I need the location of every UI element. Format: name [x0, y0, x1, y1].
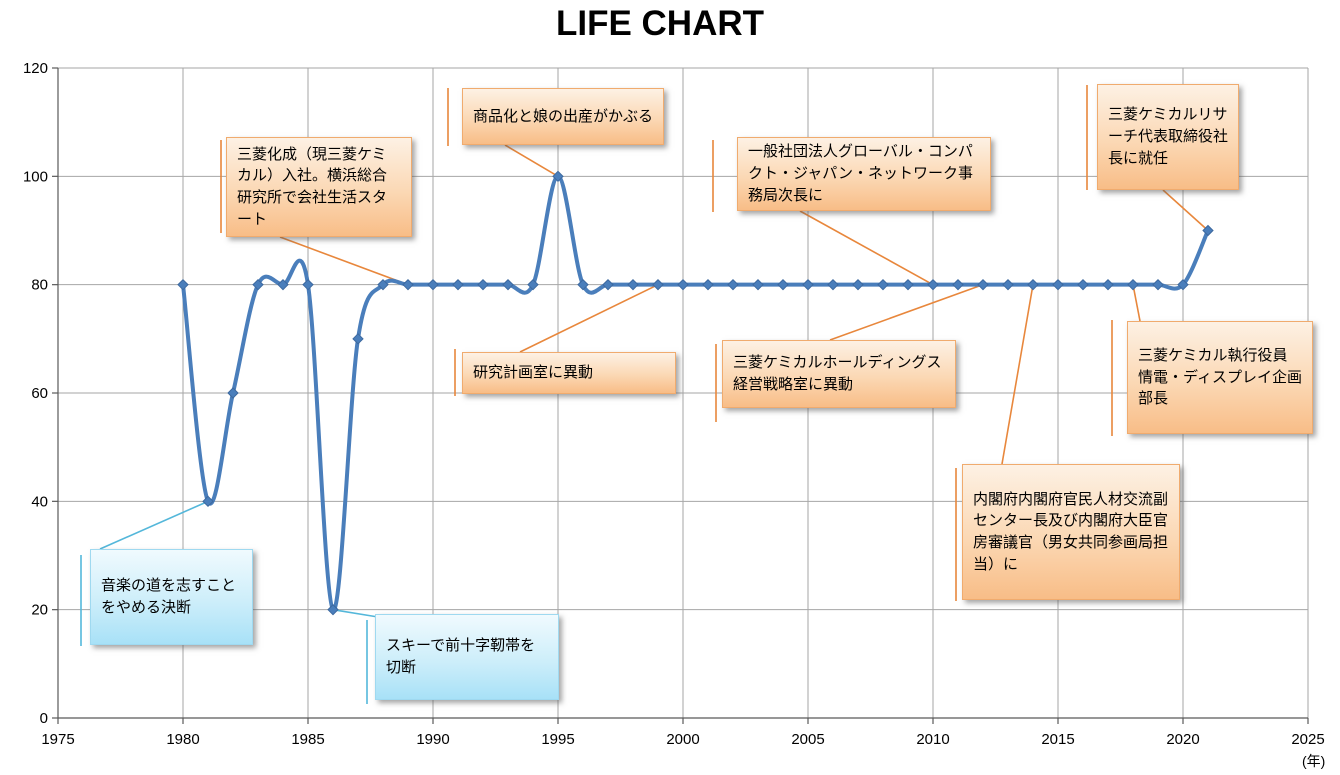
data-point-marker — [702, 278, 714, 291]
data-point-marker — [602, 278, 614, 291]
data-point-marker — [1052, 278, 1064, 291]
annotation-leader-line — [519, 283, 659, 353]
data-point-marker — [327, 603, 339, 616]
annotation-mchd-strategy-transfer: 三菱ケミカルホールディングス 経営戦略室に異動 — [722, 340, 957, 408]
data-point-marker — [627, 278, 639, 291]
x-tick-label: 1990 — [416, 731, 449, 748]
x-tick-label: 2015 — [1041, 731, 1074, 748]
data-point-marker — [402, 278, 414, 291]
x-tick-label: 2025 — [1291, 731, 1324, 748]
y-tick-label: 0 — [40, 710, 48, 727]
data-point-marker — [1202, 224, 1214, 237]
x-tick-label: 2005 — [791, 731, 824, 748]
data-point-marker — [877, 278, 889, 291]
data-point-marker — [1027, 278, 1039, 291]
x-axis-unit-label: (年) — [1302, 753, 1326, 769]
annotation-ski-acl-injury: スキーで前十字靭帯を切断 — [375, 614, 559, 700]
data-point-marker — [977, 278, 989, 291]
data-point-marker — [1152, 278, 1164, 291]
annotation-quit-music-path: 音楽の道を志すことをやめる決断 — [90, 549, 253, 645]
annotation-text: 商品化と娘の出産がかぶる — [473, 107, 654, 125]
data-point-marker — [277, 278, 289, 291]
data-point-marker — [1127, 278, 1139, 291]
data-point-marker — [827, 278, 839, 291]
annotation-text: 研究計画室に異動 — [473, 364, 594, 382]
data-point-marker — [477, 278, 489, 291]
data-point-marker — [452, 278, 464, 291]
data-point-marker — [527, 278, 539, 291]
annotation-leader-line — [1001, 284, 1034, 465]
data-point-marker — [727, 278, 739, 291]
data-point-marker — [352, 333, 364, 345]
data-point-marker — [677, 278, 689, 291]
annotation-global-compact-japan: 一般社団法人グローバル・コンパクト・ジャパン・ネットワーク事務局次長に — [737, 137, 991, 211]
y-tick-label: 20 — [31, 602, 48, 619]
data-point-marker — [902, 278, 914, 291]
x-tick-label: 1975 — [41, 731, 74, 748]
annotation-cabinet-office-appointment: 内閣府内閣府官民人材交流副センター長及び内閣府大臣官房審議官（男女共同参画局担当… — [962, 464, 1180, 600]
annotation-leader-line — [1162, 189, 1209, 232]
y-tick-label: 120 — [23, 60, 48, 77]
annotation-leader-line — [504, 144, 559, 178]
annotation-text: スキーで前十字靭帯を切断 — [386, 637, 536, 676]
annotation-text: 音楽の道を志すことをやめる決断 — [101, 577, 237, 616]
annotation-leader-line — [1132, 284, 1141, 322]
chart-title: LIFE CHART — [555, 4, 765, 43]
data-point-marker — [927, 278, 939, 291]
x-tick-label: 1980 — [166, 731, 199, 748]
data-point-marker — [502, 278, 514, 291]
annotation-mitsubishi-kasei-join: 三菱化成（現三菱ケミカル）入社。横浜総合研究所で会社生活スタート — [226, 137, 412, 237]
data-point-marker — [777, 278, 789, 291]
data-point-marker — [202, 495, 214, 508]
data-point-marker — [1177, 278, 1189, 291]
data-point-marker — [552, 170, 564, 183]
x-tick-label: 1995 — [541, 731, 574, 748]
x-tick-label: 2020 — [1166, 731, 1199, 748]
x-tick-label: 2010 — [916, 731, 949, 748]
y-tick-label: 60 — [31, 385, 48, 402]
y-tick-label: 80 — [31, 277, 48, 294]
annotation-text: 三菱化成（現三菱ケミカル）入社。横浜総合研究所で会社生活スタート — [237, 145, 388, 228]
data-point-marker — [577, 278, 589, 291]
x-tick-label: 1985 — [291, 731, 324, 748]
annotation-leader-line — [829, 283, 984, 341]
data-point-marker — [952, 278, 964, 291]
data-point-marker — [1102, 278, 1114, 291]
annotation-leader-line — [799, 210, 934, 286]
data-point-marker — [227, 387, 239, 399]
annotation-text: 三菱ケミカルリサーチ代表取締役社長に就任 — [1108, 106, 1229, 167]
data-point-marker — [377, 278, 389, 291]
annotation-leader-line — [279, 236, 409, 286]
annotation-text: 三菱ケミカル執行役員 情電・ディスプレイ企画部長 — [1138, 346, 1303, 408]
annotation-text: 三菱ケミカルホールディングス 経営戦略室に異動 — [733, 354, 957, 393]
data-point-marker — [652, 278, 664, 291]
data-point-marker — [302, 278, 314, 291]
annotation-mc-research-president: 三菱ケミカルリサーチ代表取締役社長に就任 — [1097, 84, 1239, 190]
annotation-leader-line — [332, 608, 379, 618]
data-point-marker — [252, 278, 264, 291]
data-point-marker — [852, 278, 864, 291]
x-tick-label: 2000 — [666, 731, 699, 748]
annotation-text: 内閣府内閣府官民人材交流副センター長及び内閣府大臣官房審議官（男女共同参画局担当… — [973, 490, 1169, 573]
data-point-marker — [802, 278, 814, 291]
annotation-product-launch-and-birth: 商品化と娘の出産がかぶる — [462, 88, 664, 145]
data-point-marker — [1077, 278, 1089, 291]
y-tick-label: 40 — [31, 493, 48, 510]
annotation-leader-line — [99, 500, 209, 550]
data-point-marker — [1002, 278, 1014, 291]
data-point-marker — [177, 278, 189, 291]
data-point-marker — [752, 278, 764, 291]
annotation-research-planning-transfer: 研究計画室に異動 — [462, 352, 676, 394]
annotation-mcc-executive-officer: 三菱ケミカル執行役員 情電・ディスプレイ企画部長 — [1127, 321, 1313, 434]
y-tick-label: 100 — [23, 168, 48, 185]
data-point-marker — [427, 278, 439, 291]
annotation-text: 一般社団法人グローバル・コンパクト・ジャパン・ネットワーク事務局次長に — [748, 143, 974, 204]
